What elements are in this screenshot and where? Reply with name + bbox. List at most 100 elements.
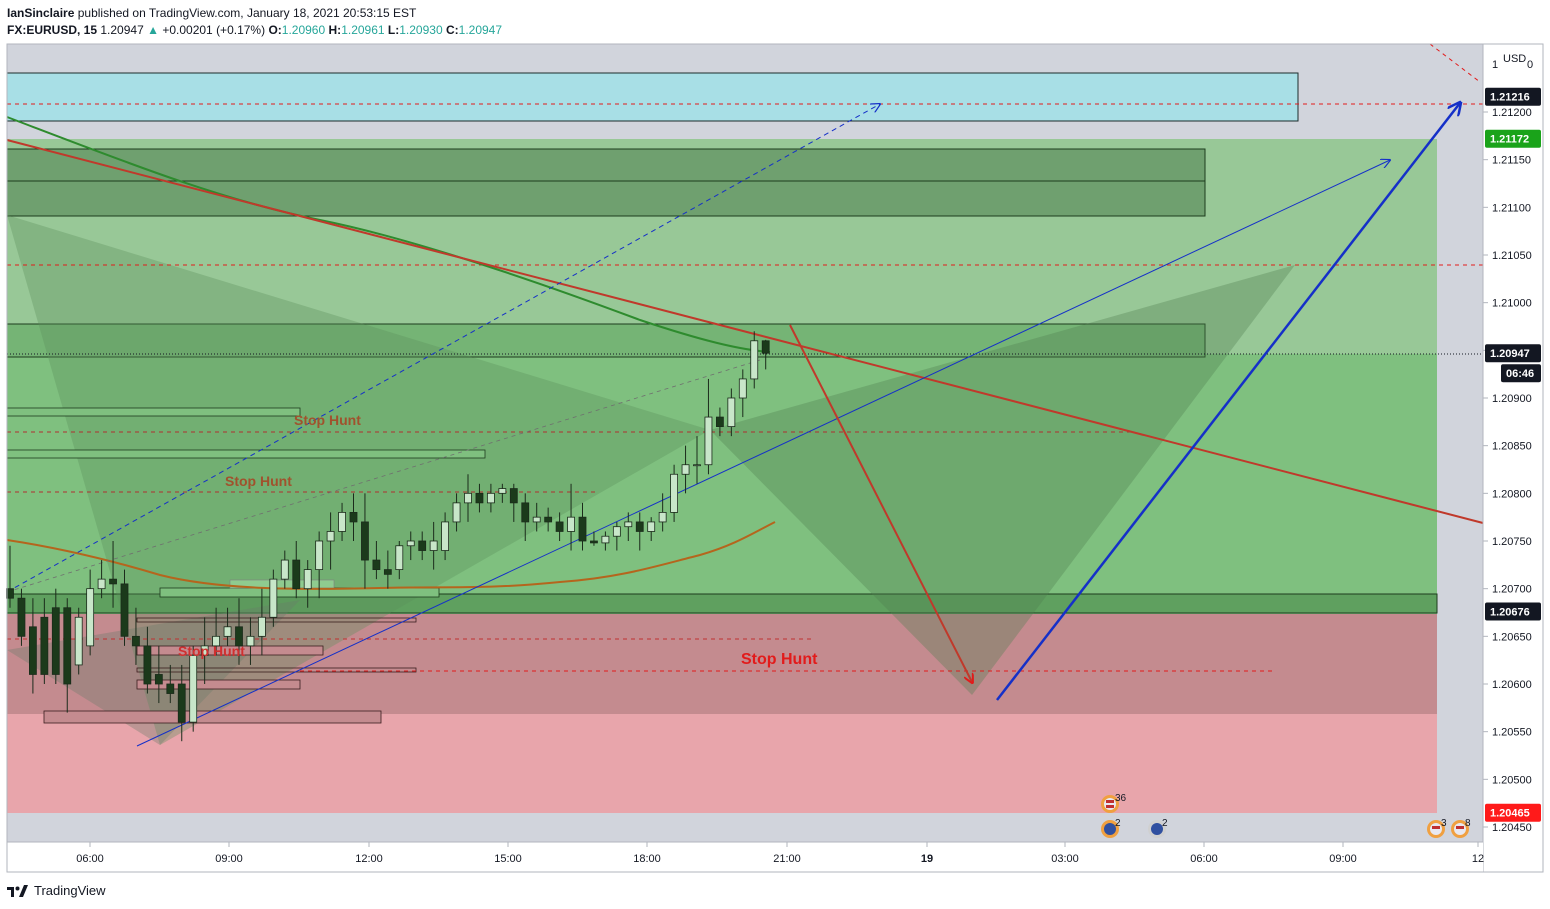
price-tick-label: 1.20850	[1492, 441, 1532, 453]
stop-hunt-box-1	[6, 407, 301, 417]
candle-up	[658, 512, 667, 523]
price-badge	[1485, 602, 1541, 621]
candle-up	[486, 492, 495, 504]
price-badge-label: 06:46	[1506, 368, 1534, 380]
candle-down	[166, 683, 175, 694]
candle-down	[349, 512, 358, 523]
supply-zone	[6, 72, 1299, 122]
price-tick-label: 1.20450	[1492, 822, 1532, 834]
candle-up	[612, 526, 621, 537]
event-count: 2	[1162, 818, 1168, 829]
time-tick-label: 18:00	[633, 853, 661, 865]
price-tick-label: 1.20700	[1492, 584, 1532, 596]
price-badge	[1501, 364, 1541, 383]
price-badges: 1.21216 1.21172 1.20947 06:46 1.20676 1.20465	[1485, 87, 1541, 822]
event-us-3[interactable]: 3	[1427, 818, 1447, 838]
candle-down	[361, 521, 369, 561]
stop-hunt-label-4: Stop Hunt	[741, 651, 818, 668]
candle-up	[257, 616, 266, 637]
close-label: C:	[445, 23, 459, 37]
time-axis[interactable]	[7, 842, 1483, 872]
candle-up	[200, 645, 209, 656]
candle-up	[338, 512, 346, 532]
tradingview-logo-icon[interactable]	[7, 883, 29, 897]
candle-up	[738, 378, 747, 399]
currency-label: USD	[1503, 53, 1526, 65]
price-badge	[1485, 344, 1541, 363]
time-tick-label: 12:00	[355, 853, 383, 865]
last-price: 1.20947	[100, 23, 144, 37]
candle-up	[97, 578, 106, 590]
candle-up	[86, 588, 95, 647]
author-name[interactable]: IanSinclaire	[7, 6, 75, 20]
candle-up	[303, 569, 312, 590]
price-tick-label: 1.21050	[1492, 250, 1532, 262]
price-tick-label: 1.20650	[1492, 631, 1532, 643]
candle-down	[235, 626, 243, 647]
arrow-up-blue	[996, 103, 1460, 701]
event-eu-8[interactable]: 8	[1451, 818, 1471, 838]
zones-layer	[6, 72, 1438, 813]
event-eu-2b[interactable]: 2	[1148, 818, 1168, 838]
bear-zone-dark	[7, 613, 1437, 714]
candle-up	[704, 416, 713, 466]
event-count: 36	[1115, 793, 1127, 804]
resistance-box-lower	[6, 323, 1206, 358]
candle-up	[223, 626, 232, 637]
candle-down	[372, 559, 381, 570]
candle-down	[716, 416, 724, 428]
price-tick-label: 1.21100	[1492, 202, 1531, 214]
candle-down	[578, 516, 587, 542]
candle-down	[475, 492, 484, 504]
price-axis[interactable]	[1483, 44, 1543, 872]
open-label: O:	[268, 23, 282, 37]
candle-down	[17, 597, 26, 637]
event-eu-2a[interactable]: 2	[1101, 818, 1121, 838]
candle-down	[120, 583, 129, 637]
candle-down	[63, 607, 72, 685]
tradingview-brand[interactable]: TradingView	[34, 882, 106, 898]
low-value: 1.20930	[399, 23, 443, 37]
candle-down	[590, 540, 598, 544]
price-badge-label: 1.20676	[1490, 607, 1530, 619]
price-tick-label: 1.20550	[1492, 727, 1532, 739]
ma-green-line	[6, 116, 771, 353]
dashed-levels	[7, 103, 1483, 672]
price-badge-label: 1.21172	[1490, 134, 1529, 146]
time-tick-label: 09:00	[215, 853, 243, 865]
candle-up	[567, 516, 575, 532]
candle-up	[74, 616, 83, 666]
publish-line: IanSinclaire published on TradingView.co…	[7, 5, 807, 22]
time-tick-label: 03:00	[1051, 853, 1079, 865]
candle-down	[40, 616, 49, 675]
candle-up	[315, 540, 324, 571]
candle-up	[750, 340, 759, 380]
candle-down	[761, 340, 770, 354]
indicators	[6, 43, 1484, 747]
candle-up	[429, 540, 438, 551]
stop-hunt-label-3: Stop Hunt	[178, 643, 245, 659]
stop-hunt-box-2	[6, 449, 486, 459]
candle-down	[555, 521, 564, 532]
stop-hunt-label-2: Stop Hunt	[225, 473, 292, 489]
candle-up	[532, 516, 541, 523]
candle-down	[109, 578, 117, 585]
axis-top-label-right: 0	[1527, 59, 1533, 71]
time-tick-label: 15:00	[494, 853, 522, 865]
price-badge-label: 1.20465	[1490, 808, 1530, 820]
candle-down	[177, 683, 186, 723]
time-tick-label: 21:00	[773, 853, 801, 865]
candle-up	[395, 545, 404, 570]
arrow-down-red	[789, 324, 972, 682]
event-us-36[interactable]: 36	[1101, 793, 1127, 813]
annotations: Stop Hunt Stop Hunt Stop Hunt Stop Hunt	[178, 412, 818, 668]
event-count: 3	[1441, 818, 1447, 829]
axis-top-label: 1	[1492, 59, 1498, 71]
candle-up	[280, 559, 289, 580]
projection-dashed-blue	[6, 104, 880, 593]
candle-down	[544, 516, 553, 523]
candle-up	[452, 502, 461, 523]
price-badge-label: 1.20947	[1490, 348, 1530, 360]
high-value: 1.20961	[341, 23, 385, 37]
